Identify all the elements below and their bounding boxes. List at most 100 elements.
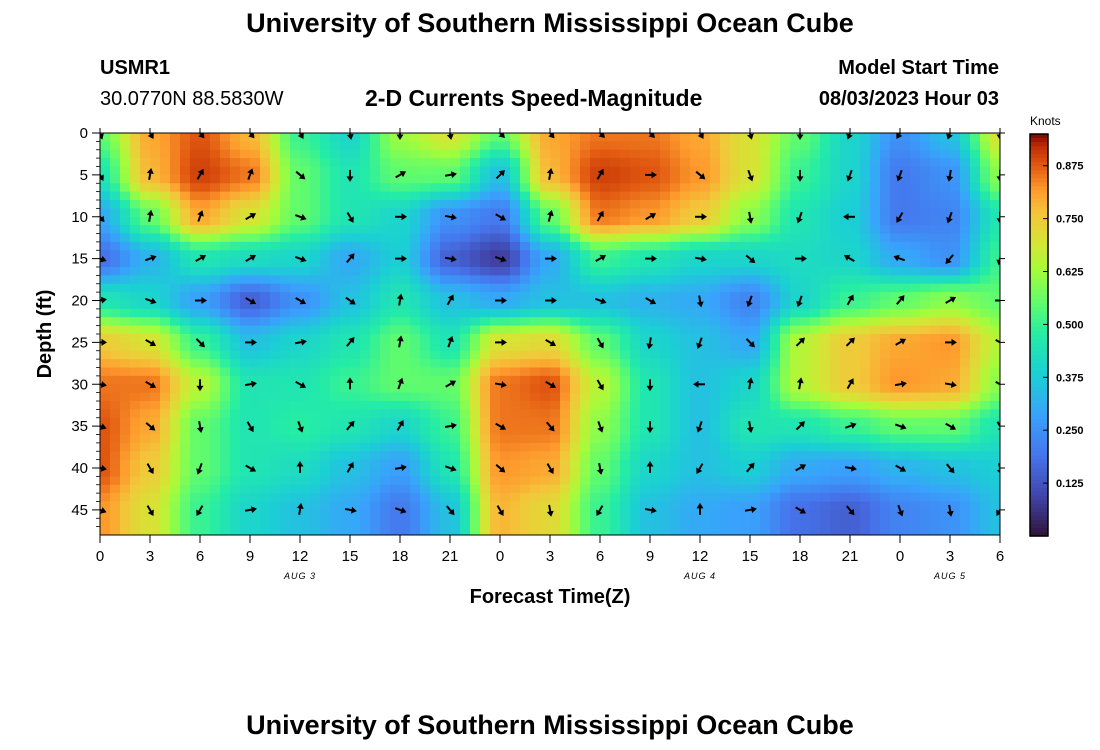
heatmap-cell xyxy=(900,367,911,377)
heatmap-cell xyxy=(890,526,901,535)
heatmap-cell xyxy=(270,133,281,142)
heatmap-cell xyxy=(220,334,231,343)
heatmap-cell xyxy=(610,174,621,184)
heatmap-cell xyxy=(670,334,681,343)
heatmap-cell xyxy=(490,267,501,276)
heatmap-cell xyxy=(440,518,451,528)
heatmap-cell xyxy=(870,292,881,302)
heatmap-cell xyxy=(250,275,261,285)
heatmap-cell xyxy=(320,384,331,394)
heatmap-cell xyxy=(440,509,451,519)
heatmap-cell xyxy=(250,191,261,201)
heatmap-cell xyxy=(220,283,231,293)
heatmap-cell xyxy=(370,342,381,352)
heatmap-cell xyxy=(950,258,961,268)
heatmap-cell xyxy=(250,308,261,318)
heatmap-cell xyxy=(620,334,631,343)
heatmap-cell xyxy=(860,501,871,511)
heatmap-cell xyxy=(510,267,521,276)
heatmap-cell xyxy=(490,434,501,444)
heatmap-cell xyxy=(340,174,351,184)
heatmap-cell xyxy=(820,216,831,226)
heatmap-cell xyxy=(940,250,951,260)
heatmap-cell xyxy=(870,317,881,327)
heatmap-cell xyxy=(810,292,821,302)
current-arrow xyxy=(495,213,507,221)
heatmap-cell xyxy=(880,417,891,427)
heatmap-cell xyxy=(270,191,281,201)
heatmap-cell xyxy=(670,434,681,444)
heatmap-cell xyxy=(240,434,251,444)
heatmap-cell xyxy=(440,250,451,260)
heatmap-cell xyxy=(300,392,311,402)
heatmap-cell xyxy=(930,158,941,168)
heatmap-cell xyxy=(180,359,191,369)
heatmap-cell xyxy=(570,149,581,159)
heatmap-cell xyxy=(170,350,181,360)
heatmap-cell xyxy=(740,484,751,494)
heatmap-cell xyxy=(990,359,1000,369)
heatmap-cell xyxy=(760,392,771,402)
heatmap-cell xyxy=(790,166,801,176)
heatmap-cell xyxy=(810,468,821,477)
heatmap-cell xyxy=(170,526,181,535)
heatmap-cell xyxy=(310,334,321,343)
heatmap-cell xyxy=(420,526,431,535)
heatmap-cell xyxy=(570,325,581,335)
heatmap-cell xyxy=(280,501,291,511)
heatmap-cell xyxy=(900,392,911,402)
heatmap-cell xyxy=(860,158,871,168)
heatmap-cell xyxy=(300,133,311,142)
heatmap-cell xyxy=(840,258,851,268)
heatmap-cell xyxy=(970,384,981,394)
heatmap-cell xyxy=(230,158,241,168)
y-tick-label: 10 xyxy=(71,209,88,226)
heatmap-cell xyxy=(320,434,331,444)
heatmap-cell xyxy=(550,250,561,260)
heatmap-cell xyxy=(870,501,881,511)
heatmap-cell xyxy=(460,225,471,235)
heatmap-cell xyxy=(710,158,721,168)
heatmap-cell xyxy=(360,241,371,251)
heatmap-cell xyxy=(810,183,821,193)
heatmap-cell xyxy=(580,283,591,293)
colorbar-swatch xyxy=(1030,351,1048,356)
colorbar-swatch xyxy=(1030,375,1048,380)
heatmap-cell xyxy=(970,375,981,385)
heatmap-cell xyxy=(220,308,231,318)
heatmap-cell xyxy=(860,208,871,218)
heatmap-cell xyxy=(210,308,221,318)
heatmap-cell xyxy=(960,133,971,142)
heatmap-cell xyxy=(160,334,171,343)
heatmap-cell xyxy=(560,216,571,226)
heatmap-cell xyxy=(230,191,241,201)
heatmap-cell xyxy=(820,426,831,436)
heatmap-cell xyxy=(880,166,891,176)
heatmap-cell xyxy=(260,233,271,243)
heatmap-cell xyxy=(500,258,511,268)
heatmap-cell xyxy=(980,275,991,285)
heatmap-cell xyxy=(230,342,241,352)
heatmap-cell xyxy=(860,292,871,302)
heatmap-cell xyxy=(470,166,481,176)
heatmap-cell xyxy=(470,484,481,494)
heatmap-cell xyxy=(420,451,431,461)
heatmap-cell xyxy=(890,141,901,151)
heatmap-cell xyxy=(520,317,531,327)
heatmap-cell xyxy=(780,166,791,176)
heatmap-cell xyxy=(230,392,241,402)
heatmap-cell xyxy=(480,409,491,419)
heatmap-cell xyxy=(920,484,931,494)
heatmap-cell xyxy=(410,283,421,293)
heatmap-cell xyxy=(270,392,281,402)
heatmap-cell xyxy=(910,233,921,243)
heatmap-cell xyxy=(330,409,341,419)
heatmap-cell xyxy=(530,233,541,243)
heatmap-cell xyxy=(660,133,671,142)
current-arrow xyxy=(646,461,654,473)
heatmap-cell xyxy=(120,275,131,285)
heatmap-cell xyxy=(330,166,341,176)
heatmap-cell xyxy=(590,233,601,243)
heatmap-cell xyxy=(500,451,511,461)
heatmap-cell xyxy=(140,459,151,469)
